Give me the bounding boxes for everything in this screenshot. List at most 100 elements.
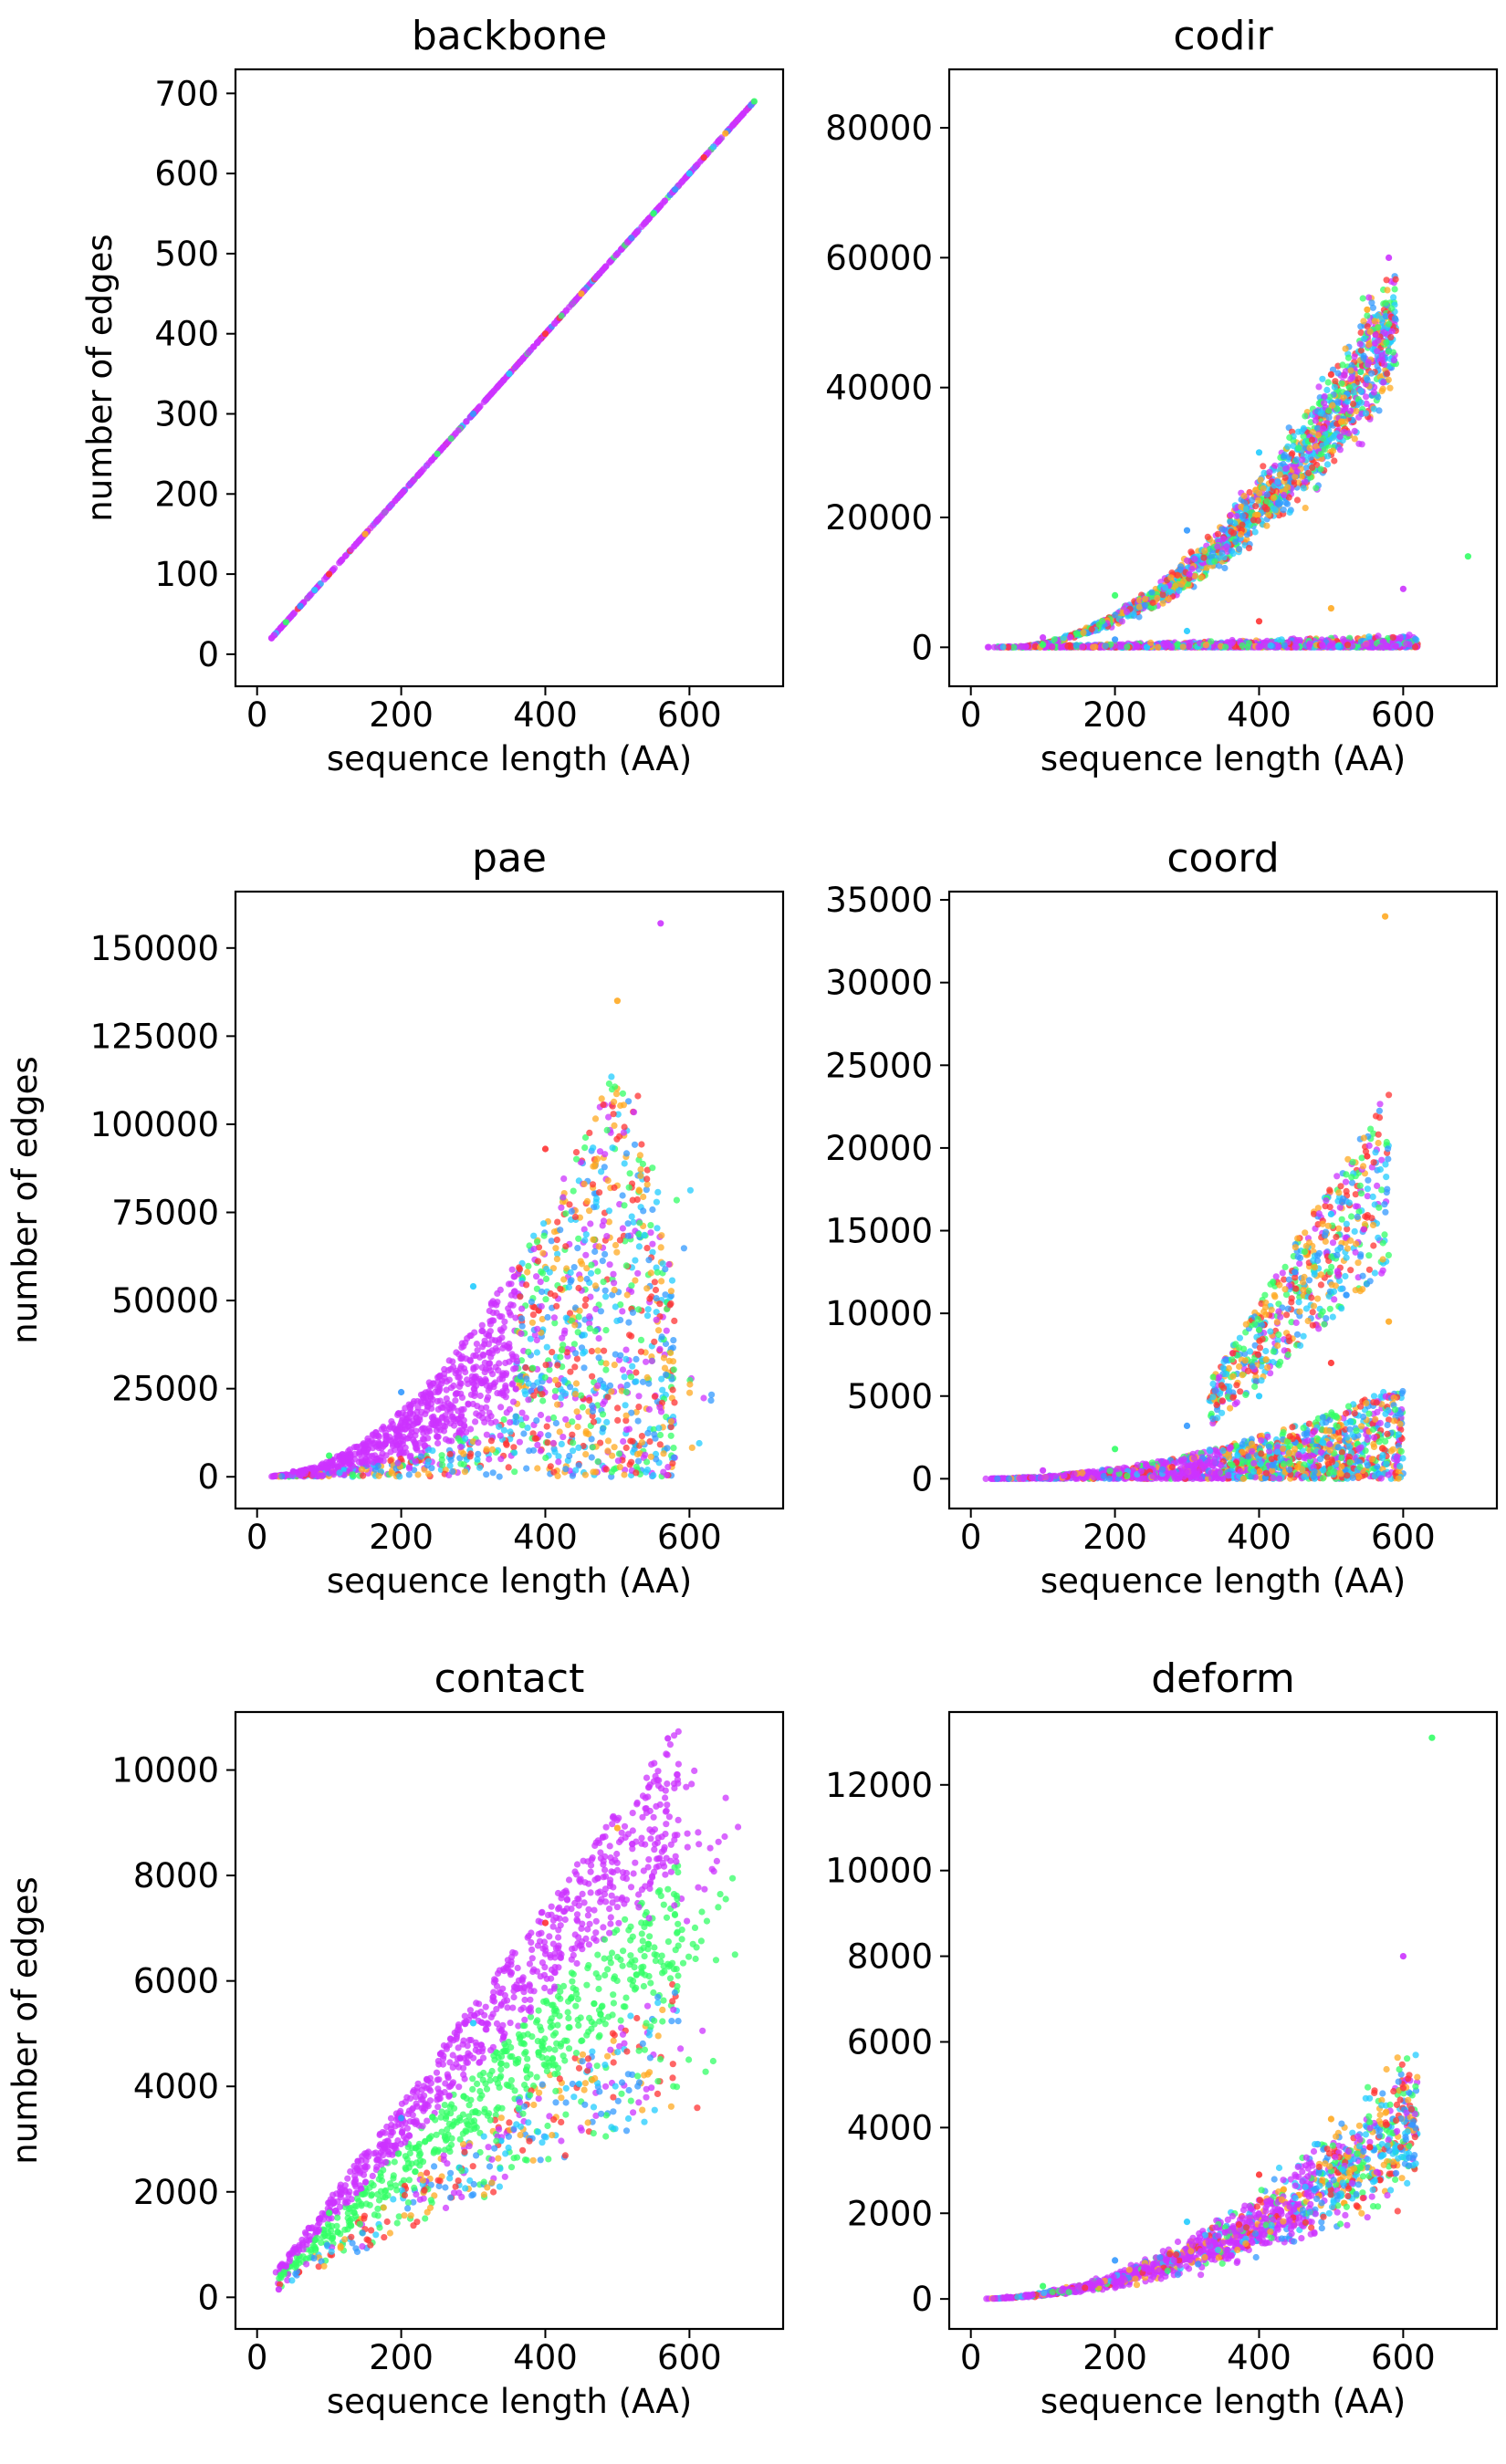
scatter-point (589, 1444, 596, 1451)
scatter-point (496, 1423, 503, 1430)
scatter-point (1302, 505, 1309, 512)
scatter-point (1368, 299, 1375, 307)
scatter-point (628, 1332, 635, 1340)
scatter-point (1350, 389, 1357, 396)
scatter-point (522, 1391, 529, 1398)
scatter-point (588, 1454, 595, 1461)
scatter-point (497, 380, 505, 387)
scatter-point (1357, 329, 1365, 337)
scatter-point (562, 308, 570, 315)
scatter-point (1387, 334, 1395, 341)
scatter-point (508, 1266, 516, 1273)
scatter-point (1271, 462, 1279, 469)
scatter-point (1208, 638, 1215, 645)
scatter-point (558, 312, 565, 319)
scatter-point (1079, 643, 1086, 651)
x-tick-label: 600 (1371, 695, 1436, 735)
subplot-pae: 0 200 400 600025000500007500010000012500015… (5, 835, 785, 1601)
scatter-point (452, 430, 460, 437)
scatter-point (654, 1188, 662, 1195)
scatter-point (1357, 368, 1365, 375)
scatter-point (1403, 640, 1410, 647)
y-tick-label: 0 (197, 635, 219, 674)
scatter-point (631, 1141, 639, 1148)
scatter-point (524, 1269, 531, 1276)
data-point (326, 570, 333, 578)
scatter-point (656, 1300, 664, 1308)
scatter-point (1271, 506, 1279, 514)
data-point (361, 530, 369, 538)
x-tick-label: 600 (657, 695, 722, 735)
scatter-point (1391, 315, 1398, 322)
scatter-point (539, 1397, 547, 1404)
scatter-point (1317, 410, 1324, 417)
data-point (1183, 627, 1191, 635)
scatter-point (657, 1244, 664, 1251)
scatter-point (360, 1472, 367, 1479)
scatter-point (601, 263, 609, 271)
scatter-point (705, 149, 712, 156)
scatter-point (1197, 574, 1205, 581)
data-point (1040, 641, 1047, 649)
data-point (1327, 605, 1334, 612)
scatter-point (633, 1463, 640, 1470)
scatter-point (439, 444, 446, 451)
scatter-point (576, 1307, 583, 1314)
x-tick-label: 200 (1082, 695, 1147, 735)
scatter-point (531, 1331, 539, 1339)
scatter-point (1166, 588, 1174, 596)
scatter-point (1267, 642, 1274, 650)
scatter-point (1313, 485, 1320, 492)
scatter-point (1220, 554, 1228, 561)
scatter-point (1133, 642, 1140, 650)
scatter-point (622, 1412, 630, 1419)
scatter-point (1336, 433, 1344, 441)
scatter-point (381, 509, 388, 517)
scatter-point (1260, 463, 1267, 470)
x-tick-label: 400 (513, 695, 578, 735)
scatter-point (1281, 491, 1288, 499)
scatter-point (575, 1414, 582, 1421)
scatter-point (1339, 361, 1346, 369)
scatter-point (1351, 427, 1358, 434)
scatter-point (1308, 436, 1316, 444)
scatter-point (1245, 520, 1252, 527)
point-cloud (267, 98, 758, 642)
scatter-point (586, 1320, 593, 1327)
scatter-point (569, 1431, 576, 1438)
scatter-point (1147, 639, 1155, 646)
scatter-point (1031, 642, 1039, 651)
scatter-point (591, 1115, 600, 1122)
chart-title: backbone (412, 13, 607, 59)
data-point (1399, 585, 1407, 592)
data-point (1040, 634, 1047, 642)
scatter-point (588, 1348, 596, 1355)
scatter-point (350, 543, 358, 550)
scatter-point (633, 1469, 640, 1477)
scatter-point (1375, 407, 1383, 414)
scatter-point (669, 1358, 677, 1365)
scatter-point (446, 1462, 454, 1469)
scatter-point (646, 1438, 654, 1446)
scatter-point (1188, 565, 1196, 573)
scatter-point (507, 1311, 515, 1319)
scatter-point (700, 1394, 707, 1402)
scatter-point (1365, 360, 1372, 368)
scatter-point (1302, 412, 1309, 420)
scatter-point (1325, 407, 1333, 414)
scatter-point (413, 1446, 421, 1454)
scatter-point (1184, 557, 1191, 564)
data-point (1464, 553, 1471, 560)
scatter-point (612, 1351, 619, 1358)
scatter-point (1391, 286, 1398, 293)
scatter-point (425, 1470, 433, 1477)
scatter-point (1359, 295, 1366, 302)
scatter-point (1333, 398, 1342, 405)
scatter-point (1172, 582, 1179, 590)
scatter-point (306, 592, 313, 600)
scatter-point (554, 1218, 561, 1226)
scatter-point (1385, 376, 1392, 383)
scatter-point (1072, 642, 1080, 649)
scatter-point (1203, 564, 1210, 571)
scatter-point (1375, 393, 1382, 401)
